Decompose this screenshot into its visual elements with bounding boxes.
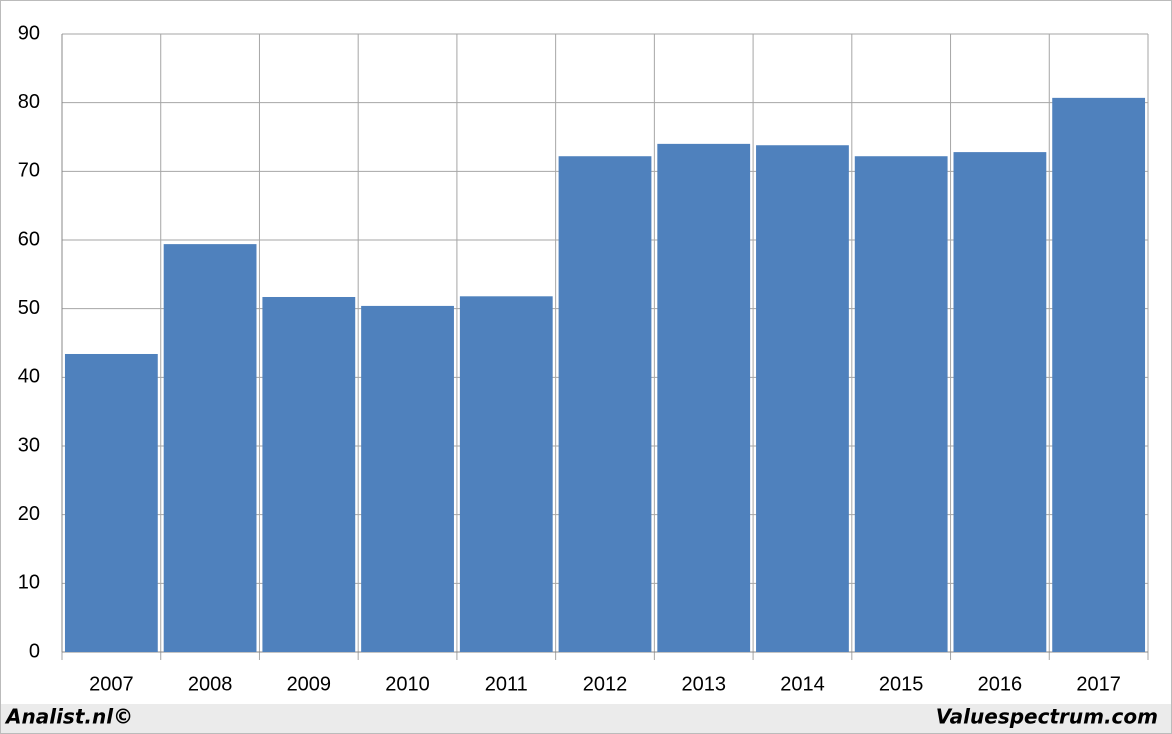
x-tick-label: 2017: [1076, 673, 1121, 695]
y-tick-label: 30: [18, 434, 40, 456]
x-tick-label: 2009: [287, 673, 332, 695]
x-tick-label: 2015: [879, 673, 924, 695]
bar: [558, 156, 652, 652]
bar: [657, 143, 751, 652]
y-tick-label: 50: [18, 297, 40, 319]
y-tick-label: 60: [18, 228, 40, 250]
x-tick-label: 2010: [385, 673, 430, 695]
y-tick-label: 40: [18, 366, 40, 388]
x-tick-label: 2012: [583, 673, 628, 695]
y-tick-label: 70: [18, 160, 40, 182]
x-tick-label: 2016: [978, 673, 1023, 695]
bar: [361, 305, 454, 652]
footer-left: Analist.nl©: [4, 705, 133, 729]
x-tick-label: 2008: [188, 673, 233, 695]
y-tick-label: 90: [18, 22, 40, 44]
bar: [854, 156, 948, 652]
x-tick-label: 2014: [780, 673, 825, 695]
bar: [459, 296, 553, 652]
bar: [163, 244, 257, 652]
bar: [756, 145, 849, 653]
y-tick-label: 0: [29, 640, 40, 662]
x-tick-label: 2013: [681, 673, 726, 695]
y-tick-label: 20: [18, 503, 40, 525]
y-tick-label: 80: [18, 91, 40, 113]
bar: [1052, 97, 1146, 653]
x-tick-label: 2011: [485, 673, 528, 695]
bar: [953, 152, 1047, 652]
footer-right: Valuespectrum.com: [936, 705, 1158, 729]
footer-band: [1, 704, 1171, 733]
x-tick-label: 2007: [89, 673, 134, 695]
bar: [64, 353, 158, 652]
bar: [262, 296, 356, 652]
y-tick-label: 10: [18, 572, 40, 594]
